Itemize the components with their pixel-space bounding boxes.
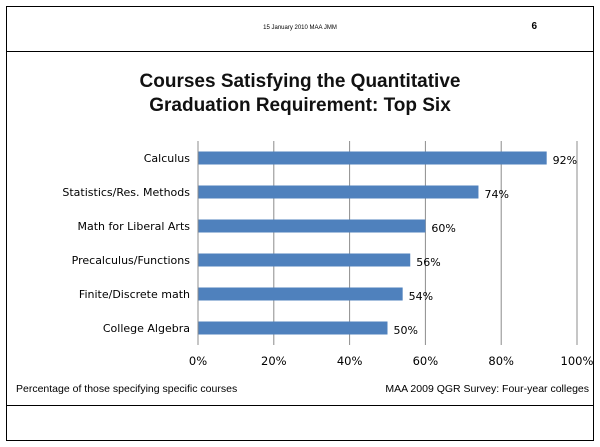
bar-chart: 0% 20% 40% 60% 80% 100% Calculus 92% Statistics/… bbox=[62, 141, 593, 368]
bar bbox=[198, 287, 403, 301]
category-label: College Algebra bbox=[103, 322, 190, 335]
data-label: 74% bbox=[484, 188, 508, 201]
bar bbox=[198, 219, 426, 233]
x-tick-label: 100% bbox=[561, 354, 593, 368]
x-tick-label: 20% bbox=[261, 354, 287, 368]
slide-frame: 15 January 2010 MAA JMM 6 Courses Satisf… bbox=[6, 6, 594, 441]
bar bbox=[198, 151, 547, 165]
data-label: 50% bbox=[394, 324, 418, 337]
x-axis-label: Percentage of those specifying specific … bbox=[16, 383, 238, 395]
category-label: Finite/Discrete math bbox=[79, 288, 190, 301]
bar bbox=[198, 185, 479, 199]
data-label: 60% bbox=[431, 222, 455, 235]
category-label: Math for Liberal Arts bbox=[78, 220, 191, 233]
page-number: 6 bbox=[531, 21, 537, 32]
bar bbox=[198, 253, 411, 267]
data-label: 56% bbox=[416, 256, 440, 269]
chart-title-line-1: Courses Satisfying the Quantitative bbox=[139, 71, 461, 92]
x-tick-label: 80% bbox=[488, 354, 514, 368]
chart-slide: Courses Satisfying the Quantitative Grad… bbox=[7, 51, 593, 406]
data-label: 54% bbox=[409, 290, 433, 303]
x-tick-label: 0% bbox=[189, 354, 207, 368]
x-tick-label: 60% bbox=[413, 354, 439, 368]
category-label: Statistics/Res. Methods bbox=[62, 186, 190, 199]
slide-header: 15 January 2010 MAA JMM 6 bbox=[7, 7, 593, 51]
category-label: Precalculus/Functions bbox=[72, 254, 191, 267]
source-note: MAA 2009 QGR Survey: Four-year colleges bbox=[385, 383, 589, 395]
category-label: Calculus bbox=[144, 152, 191, 165]
header-date: 15 January 2010 MAA JMM bbox=[263, 25, 337, 31]
chart-title: Courses Satisfying the Quantitative Grad… bbox=[7, 70, 593, 118]
bar bbox=[198, 321, 388, 335]
x-tick-label: 40% bbox=[337, 354, 363, 368]
chart-title-line-2: Graduation Requirement: Top Six bbox=[149, 95, 451, 116]
data-label: 92% bbox=[553, 154, 577, 167]
